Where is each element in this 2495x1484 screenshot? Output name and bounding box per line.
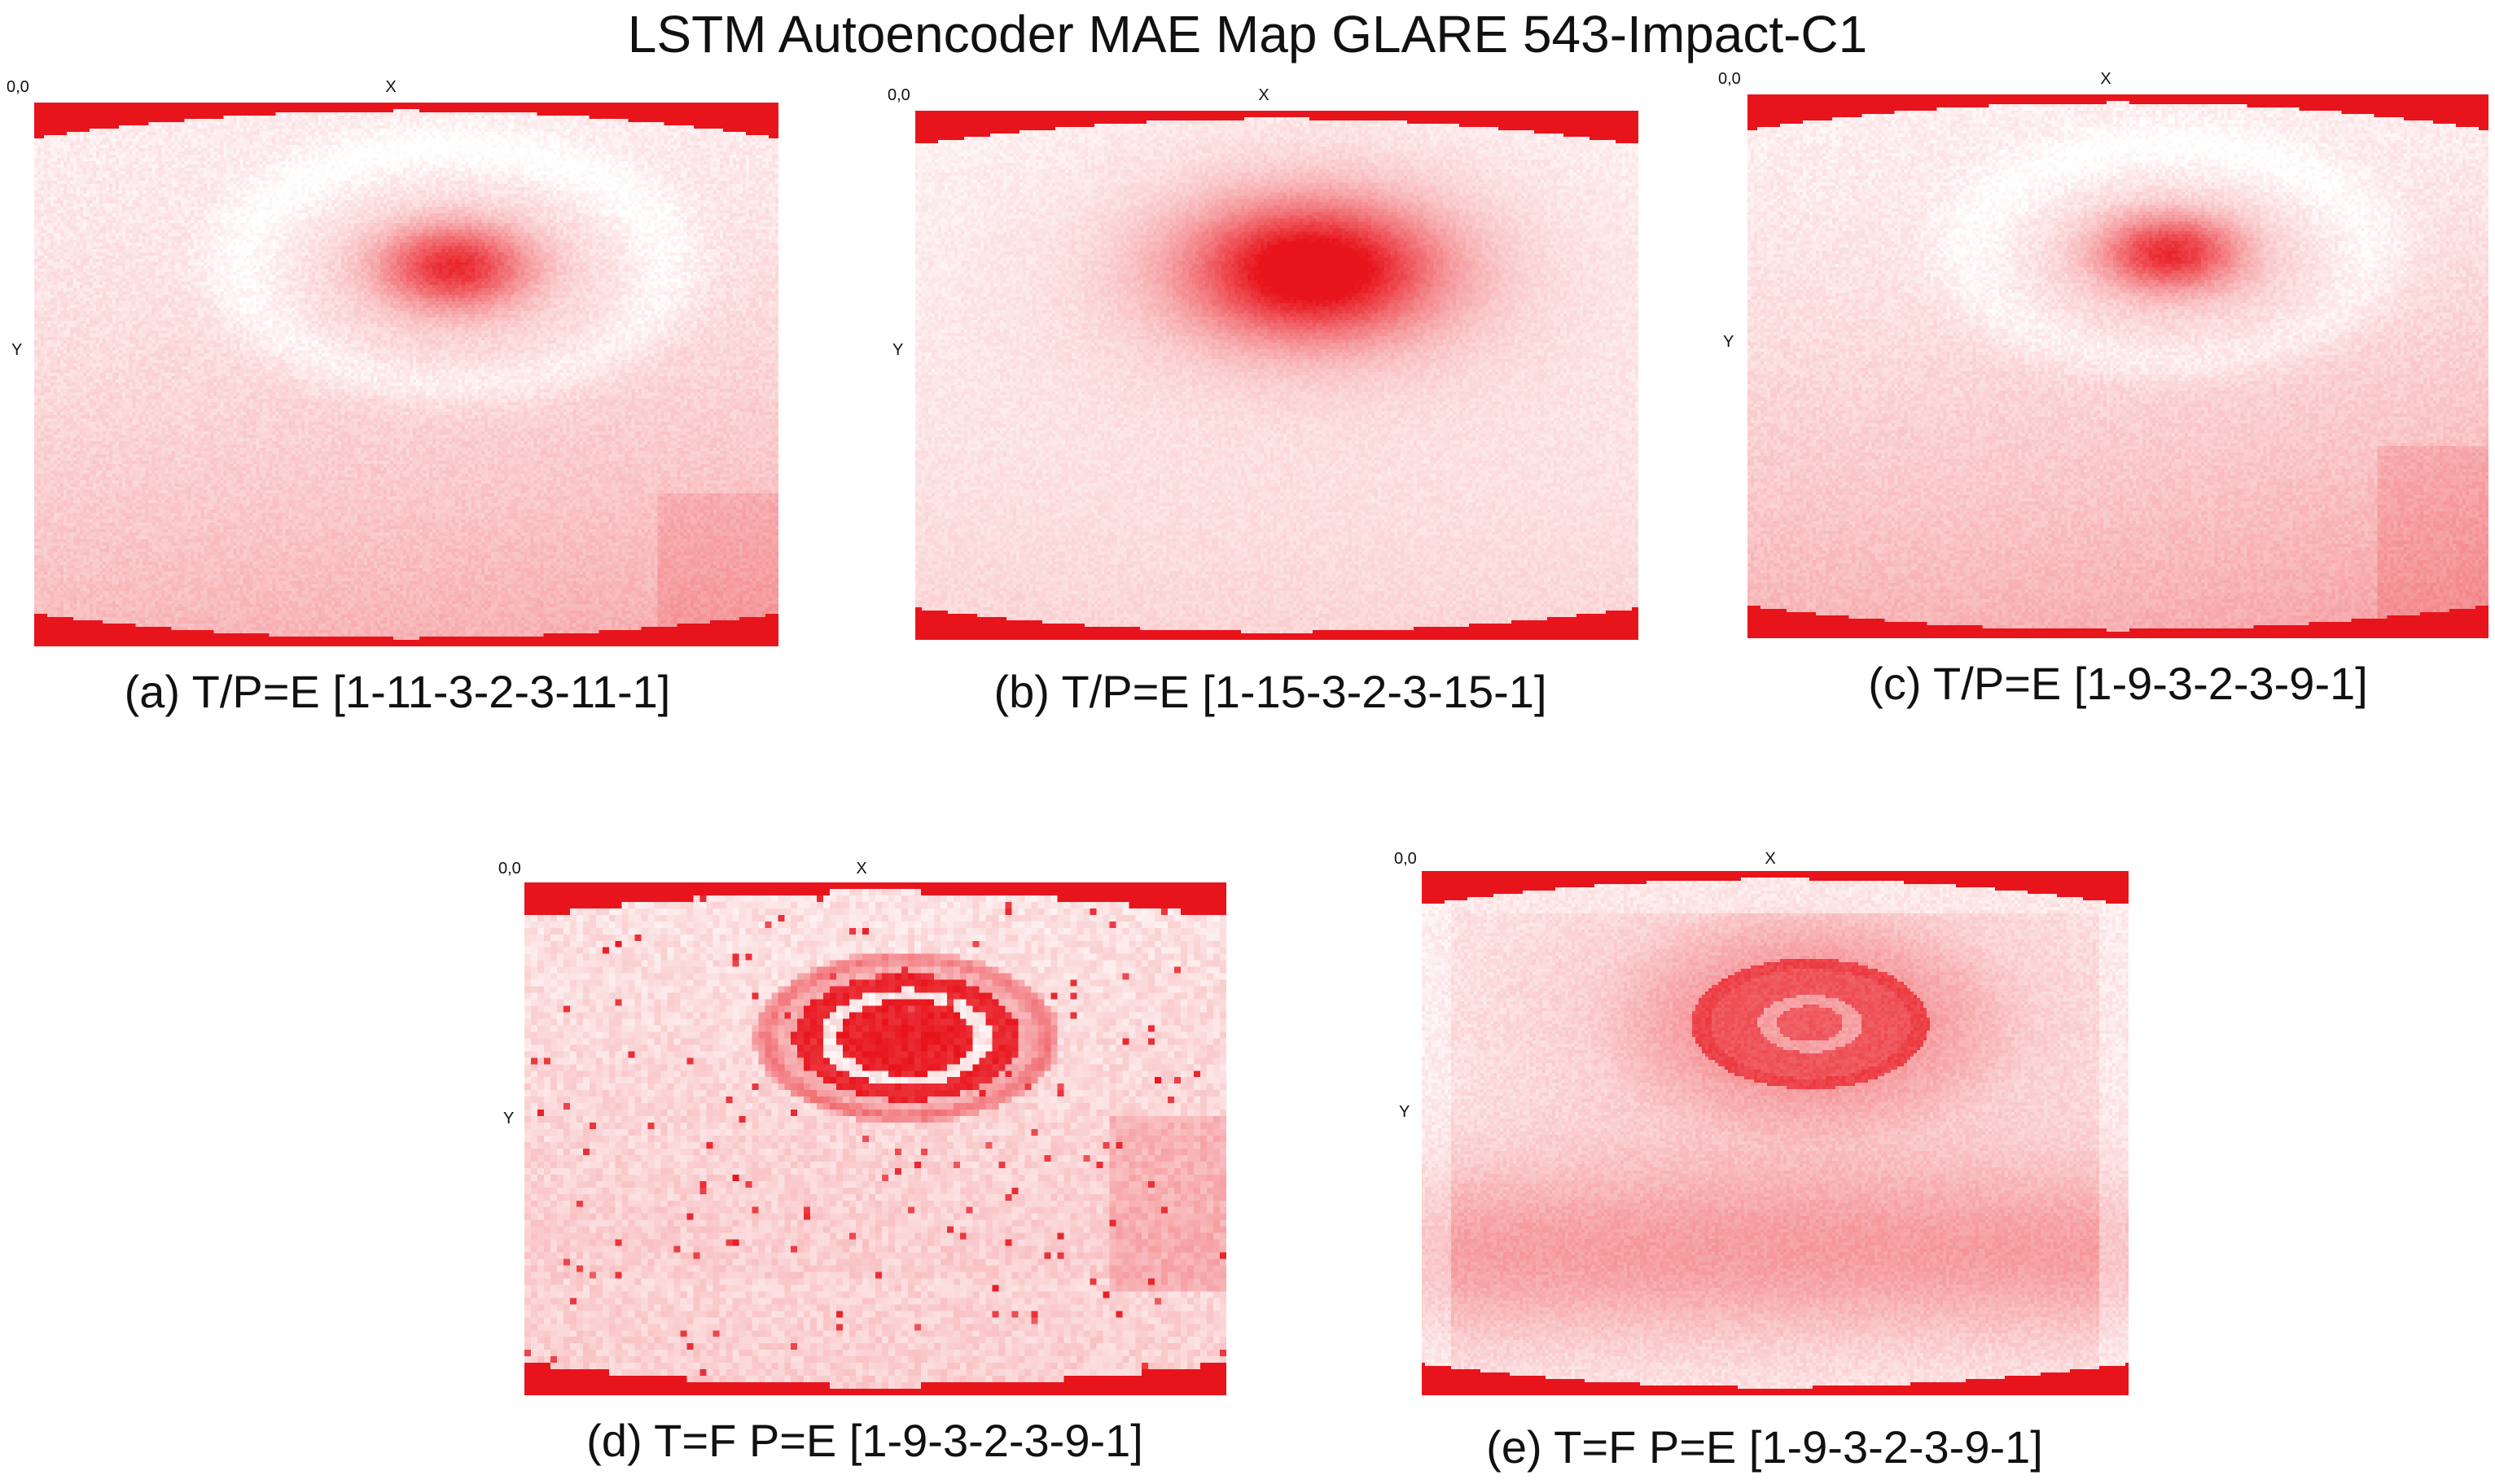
x-axis-label: X bbox=[856, 860, 867, 878]
x-axis-label: X bbox=[1258, 86, 1269, 104]
caption-d: (d) T=F P=E [1-9-3-2-3-9-1] bbox=[586, 1415, 1143, 1466]
heatmap-canvas-e bbox=[1422, 871, 2129, 1395]
panel-a: 0,0 X Y (a) T/P=E [1-11-3-2-3-11-1] bbox=[7, 78, 788, 746]
y-axis-label: Y bbox=[1723, 333, 1734, 351]
x-axis-label: X bbox=[1765, 850, 1776, 868]
panel-c: 0,0 X Y (c) T/P=E [1-9-3-2-3-9-1] bbox=[1718, 70, 2488, 739]
panel-e: 0,0 X Y (e) T=F P=E [1-9-3-2-3-9-1] bbox=[1394, 850, 2135, 1480]
heatmap-c bbox=[1747, 94, 2488, 638]
caption-a: (a) T/P=E [1-11-3-2-3-11-1] bbox=[124, 666, 671, 717]
origin-label: 0,0 bbox=[7, 78, 29, 96]
caption-b: (b) T/P=E [1-15-3-2-3-15-1] bbox=[993, 666, 1547, 717]
caption-c: (c) T/P=E [1-9-3-2-3-9-1] bbox=[1868, 658, 2368, 709]
y-axis-label: Y bbox=[892, 341, 904, 359]
origin-label: 0,0 bbox=[498, 860, 521, 878]
panel-b: 0,0 X Y (b) T/P=E [1-15-3-2-3-15-1] bbox=[888, 86, 1653, 747]
x-axis-label: X bbox=[385, 78, 397, 96]
heatmap-canvas-a bbox=[34, 103, 778, 646]
y-axis-label: Y bbox=[11, 341, 23, 359]
heatmap-canvas-c bbox=[1747, 94, 2488, 638]
heatmap-d bbox=[524, 882, 1226, 1395]
figure-title: LSTM Autoencoder MAE Map GLARE 543-Impac… bbox=[627, 5, 1868, 63]
caption-e: (e) T=F P=E [1-9-3-2-3-9-1] bbox=[1486, 1421, 2043, 1473]
heatmap-b bbox=[915, 111, 1638, 640]
origin-label: 0,0 bbox=[888, 86, 910, 104]
heatmap-canvas-d bbox=[524, 882, 1226, 1395]
x-axis-label: X bbox=[2100, 70, 2111, 88]
origin-label: 0,0 bbox=[1718, 70, 1741, 88]
heatmap-a bbox=[34, 103, 778, 646]
y-axis-label: Y bbox=[503, 1110, 515, 1127]
panel-d: 0,0 X Y (d) T=F P=E [1-9-3-2-3-9-1] bbox=[498, 860, 1231, 1478]
heatmap-e bbox=[1422, 871, 2129, 1395]
heatmap-canvas-b bbox=[915, 111, 1638, 640]
y-axis-label: Y bbox=[1399, 1103, 1410, 1121]
origin-label: 0,0 bbox=[1394, 850, 1417, 868]
